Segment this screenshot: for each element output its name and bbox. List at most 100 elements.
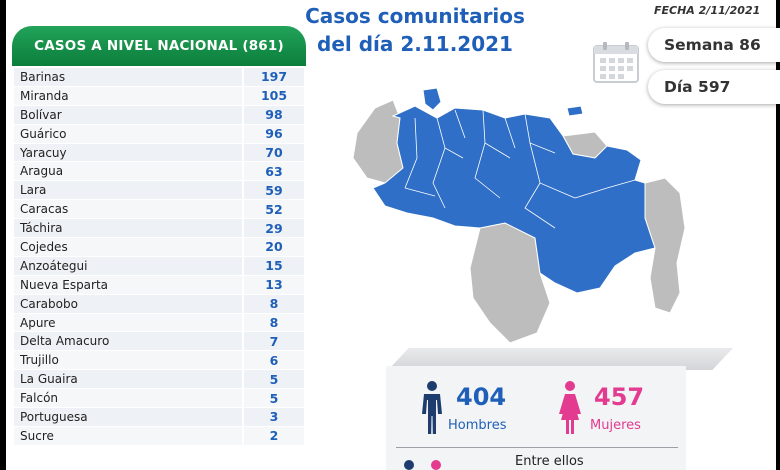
pedestal-divider bbox=[396, 447, 678, 448]
state-name: Apure bbox=[20, 315, 56, 330]
table-row: Trujillo 6 bbox=[14, 351, 304, 371]
row-separator bbox=[242, 86, 244, 105]
state-name: Bolívar bbox=[20, 107, 62, 122]
date-label: FECHA 2/11/2021 bbox=[654, 4, 761, 17]
table-row: Nueva Esparta 13 bbox=[14, 275, 304, 295]
mini-woman-icon bbox=[431, 460, 441, 470]
row-separator bbox=[242, 200, 244, 219]
table-row: Portuguesa 3 bbox=[14, 407, 304, 427]
table-row: Apure 8 bbox=[14, 313, 304, 333]
national-cases-title: CASOS A NIVEL NACIONAL (861) bbox=[34, 38, 284, 54]
table-row: Táchira 29 bbox=[14, 219, 304, 239]
state-name: Anzoátegui bbox=[20, 258, 88, 273]
state-cases: 5 bbox=[269, 390, 279, 406]
map-gray-zulia bbox=[352, 99, 404, 184]
table-row: Bolívar 98 bbox=[14, 105, 304, 125]
table-row: Falcón 5 bbox=[14, 389, 304, 409]
state-cases: 52 bbox=[265, 201, 283, 217]
state-cases: 13 bbox=[265, 277, 283, 293]
state-name: La Guaira bbox=[20, 372, 78, 387]
page-title: Casos comunitarios del día 2.11.2021 bbox=[290, 2, 540, 58]
state-cases: 59 bbox=[265, 182, 283, 198]
state-name: Guárico bbox=[20, 126, 67, 141]
state-name: Sucre bbox=[20, 428, 54, 443]
row-separator bbox=[242, 181, 244, 200]
state-name: Falcón bbox=[20, 391, 59, 406]
state-cases: 63 bbox=[265, 163, 283, 179]
state-cases: 8 bbox=[269, 315, 279, 331]
title-line-2: del día 2.11.2021 bbox=[317, 32, 513, 56]
state-name: Carabobo bbox=[20, 296, 78, 311]
state-name: Barinas bbox=[20, 69, 66, 84]
table-row: Barinas 197 bbox=[14, 67, 304, 87]
table-row: Carabobo 8 bbox=[14, 294, 304, 314]
woman-icon bbox=[559, 381, 581, 434]
table-row: Aragua 63 bbox=[14, 162, 304, 182]
state-cases: 105 bbox=[260, 88, 288, 104]
men-label: Hombres bbox=[448, 418, 507, 433]
state-name: Táchira bbox=[20, 221, 63, 236]
table-row: Delta Amacuro 7 bbox=[14, 332, 304, 352]
frame-border-right bbox=[776, 0, 780, 470]
state-cases: 29 bbox=[265, 220, 283, 236]
mini-man-icon bbox=[404, 460, 414, 470]
frame-border-left bbox=[0, 0, 6, 470]
table-row: Anzoátegui 15 bbox=[14, 256, 304, 276]
pedestal-top bbox=[388, 348, 733, 370]
row-separator bbox=[242, 67, 244, 86]
state-cases: 96 bbox=[265, 126, 283, 142]
state-cases: 197 bbox=[260, 69, 288, 85]
row-separator bbox=[242, 256, 244, 275]
row-separator bbox=[242, 294, 244, 313]
venezuela-map bbox=[352, 88, 686, 344]
table-row: La Guaira 5 bbox=[14, 370, 304, 390]
row-separator bbox=[242, 124, 244, 143]
state-name: Aragua bbox=[20, 164, 64, 179]
state-name: Caracas bbox=[20, 202, 69, 217]
men-count: 404 bbox=[456, 383, 507, 411]
row-separator bbox=[242, 407, 244, 426]
row-separator bbox=[242, 332, 244, 351]
state-name: Miranda bbox=[20, 88, 69, 103]
row-separator bbox=[242, 389, 244, 408]
table-row: Yaracuy 70 bbox=[14, 143, 304, 163]
state-cases: 15 bbox=[265, 258, 283, 274]
table-row: Caracas 52 bbox=[14, 200, 304, 220]
state-name: Nueva Esparta bbox=[20, 277, 109, 292]
state-name: Portuguesa bbox=[20, 409, 88, 424]
row-separator bbox=[242, 105, 244, 124]
state-cases: 20 bbox=[265, 239, 283, 255]
women-count: 457 bbox=[594, 383, 645, 411]
state-cases: 6 bbox=[269, 352, 279, 368]
row-separator bbox=[242, 370, 244, 389]
row-separator bbox=[242, 313, 244, 332]
state-cases: 3 bbox=[269, 409, 279, 425]
state-name: Yaracuy bbox=[20, 145, 67, 160]
week-badge: Semana 86 bbox=[648, 28, 780, 62]
day-badge: Día 597 bbox=[648, 70, 780, 104]
state-name: Cojedes bbox=[20, 239, 68, 254]
state-cases: 5 bbox=[269, 371, 279, 387]
row-separator bbox=[242, 426, 244, 445]
table-row: Lara 59 bbox=[14, 181, 304, 201]
state-cases: 2 bbox=[269, 428, 279, 444]
table-row: Sucre 2 bbox=[14, 426, 304, 446]
title-line-1: Casos comunitarios bbox=[305, 4, 525, 28]
entre-ellos-label: Entre ellos bbox=[515, 454, 584, 469]
row-separator bbox=[242, 219, 244, 238]
women-label: Mujeres bbox=[590, 418, 641, 433]
state-cases-table: Barinas 197 Miranda 105 Bolívar 98 Guárico 96 Ya… bbox=[14, 67, 304, 446]
map-blue-nueva-esparta bbox=[566, 105, 584, 117]
map-blue-falcon-peninsula bbox=[422, 88, 442, 111]
row-separator bbox=[242, 275, 244, 294]
national-cases-header: CASOS A NIVEL NACIONAL (861) bbox=[12, 26, 306, 66]
row-separator bbox=[242, 237, 244, 256]
state-cases: 98 bbox=[265, 107, 283, 123]
row-separator bbox=[242, 351, 244, 370]
table-row: Cojedes 20 bbox=[14, 237, 304, 257]
state-cases: 70 bbox=[265, 145, 283, 160]
state-name: Delta Amacuro bbox=[20, 334, 110, 349]
state-cases: 8 bbox=[269, 296, 279, 312]
calendar-icon bbox=[593, 42, 639, 83]
state-cases: 7 bbox=[269, 333, 279, 349]
